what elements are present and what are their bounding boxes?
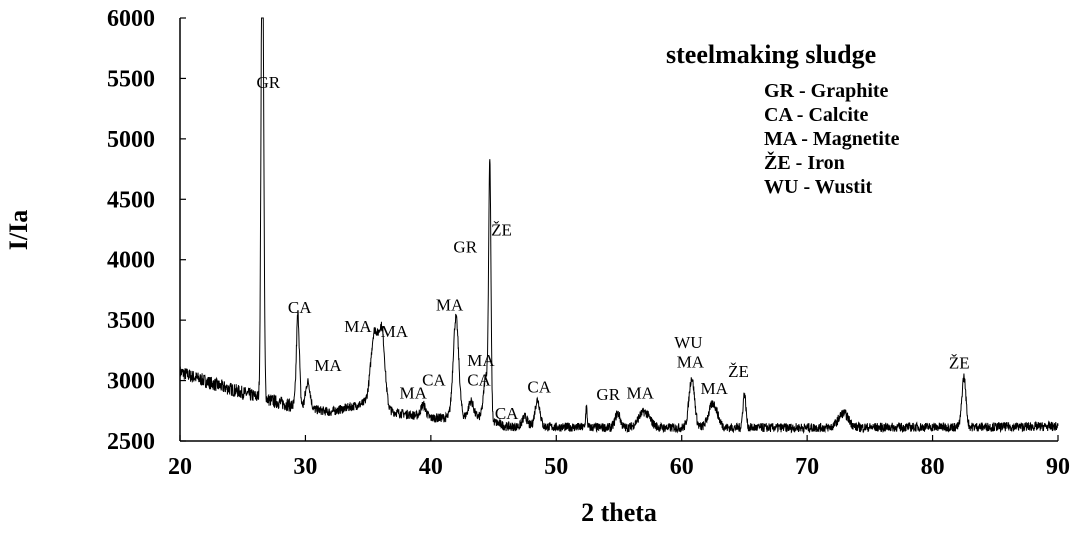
series-layer [179,17,1059,435]
peak-label: WU [674,333,702,352]
peak-label: MA [400,384,428,403]
x-tick-label: 90 [1046,454,1070,480]
x-tick-label: 70 [795,454,819,480]
y-tick-label: 4000 [107,248,155,274]
peak-label: MA [381,322,409,341]
plot-axes [179,18,1058,442]
peak-label: MA [677,352,705,371]
y-tick-label: 2500 [107,429,155,455]
legend-entry: MA - Magnetite [764,128,900,150]
peak-label: MA [314,356,342,375]
peak-label: GR [596,385,620,404]
peak-label: ŽE [949,353,970,372]
x-tick-label: 80 [921,454,945,480]
peak-label: ŽE [728,362,749,381]
y-ticks: 2500 3000 3500 4000 4500 5000 5500 6000 [107,6,186,455]
series-line [179,17,1059,435]
y-tick-label: 5500 [107,66,155,92]
legend-entry: ŽE - Iron [764,150,845,174]
y-axis-title: I/Ia [4,210,33,250]
y-tick-label: 5000 [107,127,155,153]
peak-label: GR [453,237,477,256]
legend: steelmaking sludge GR - Graphite CA - Ca… [666,40,900,198]
x-axis-title: 2 theta [581,498,657,527]
peak-label: MA [436,295,464,314]
peak-label: CA [495,404,519,423]
peak-label: CA [527,378,551,397]
legend-entry: WU - Wustit [764,176,873,198]
legend-entry: GR - Graphite [764,80,889,102]
y-tick-label: 3000 [107,369,155,395]
peak-label: GR [257,73,281,92]
peak-label: CA [422,370,446,389]
x-tick-label: 50 [544,454,568,480]
y-tick-label: 4500 [107,187,155,213]
x-tick-label: 40 [419,454,443,480]
peak-label: MA [344,317,372,336]
legend-title: steelmaking sludge [666,40,876,69]
peak-label: MA [467,351,495,370]
peak-label: ŽE [491,221,512,240]
y-tick-label: 6000 [107,6,155,32]
x-tick-label: 20 [168,454,192,480]
x-tick-label: 60 [670,454,694,480]
y-tick-label: 3500 [107,308,155,334]
peak-label: CA [467,370,491,389]
legend-entry: CA - Calcite [764,104,869,126]
peak-label: MA [701,379,729,398]
peak-label: CA [288,298,312,317]
x-tick-label: 30 [293,454,317,480]
peak-label: MA [627,384,655,403]
x-ticks: 20 30 40 50 60 70 80 90 [168,435,1070,480]
